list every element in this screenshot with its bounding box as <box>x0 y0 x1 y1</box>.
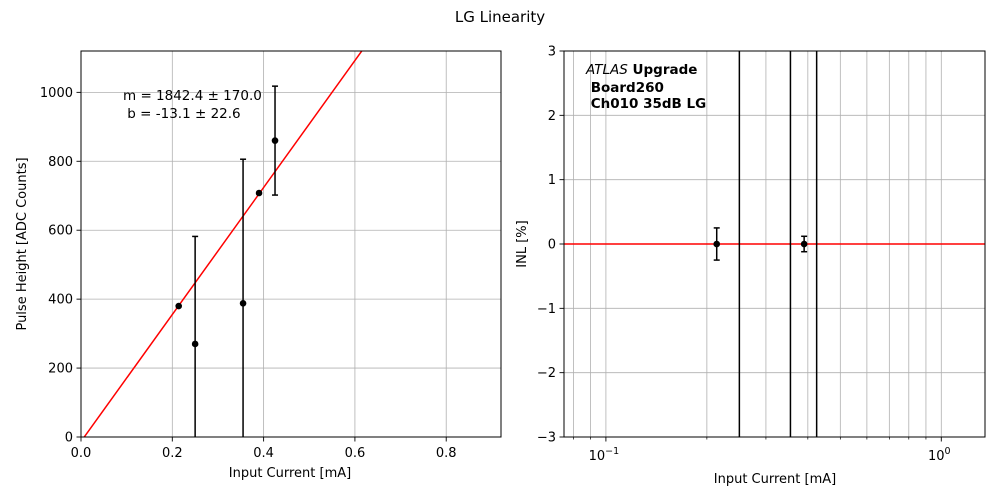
panel1-x-tick-base: 10 <box>589 449 606 464</box>
panel1-y-tick-label: 2 <box>548 109 556 124</box>
panel0-axes-frame <box>80 50 502 438</box>
panel1-x-tick-base: 10 <box>928 449 945 464</box>
data-point <box>800 240 808 248</box>
figure-title: LG Linearity <box>455 8 545 26</box>
atlas-experiment-label: ATLAS <box>585 62 628 78</box>
panel0-x-tick-label: 0.2 <box>162 446 183 461</box>
atlas-label: ATLAS Upgrade <box>585 62 697 78</box>
board-label: Board260 <box>586 80 664 96</box>
panel1-y-tick-label: 3 <box>548 45 556 60</box>
panel0-y-tick-label: 200 <box>48 362 73 377</box>
data-point <box>713 240 721 248</box>
panel1-x-tick-exponent: 0 <box>945 446 951 457</box>
data-point <box>271 137 279 144</box>
panel0-x-tick-label: 0.0 <box>71 446 92 461</box>
panel1-x-tick-label: 10−1 <box>589 446 620 464</box>
left-linearity-panel: 0.0 0.2 0.4 0.6 0.8 0 200 400 600 800 1000 <box>40 50 502 461</box>
panel0-y-tick-label: 800 <box>48 155 73 170</box>
panel0-y-tick-label: 1000 <box>40 86 73 101</box>
panel1-y-tick-label: −1 <box>537 302 556 317</box>
panel1-y-tick-label: 1 <box>548 173 556 188</box>
fit-intercept-annotation: b = -13.1 ± 22.6 <box>123 106 241 122</box>
panel0-x-tick-label: 0.4 <box>253 446 274 461</box>
data-point <box>191 340 199 348</box>
panel0-y-tick-label: 0 <box>65 431 73 446</box>
panel0-x-tick-label: 0.8 <box>436 446 457 461</box>
fit-slope-annotation: m = 1842.4 ± 170.0 <box>123 88 262 104</box>
data-point <box>175 302 182 310</box>
panel0-y-tick-label: 600 <box>48 224 73 239</box>
right-y-axis-label: INL [%] <box>515 220 530 267</box>
panel1-plot-area <box>564 51 985 437</box>
atlas-upgrade-label: Upgrade <box>628 62 698 78</box>
data-point <box>239 299 247 307</box>
fit-line <box>83 51 363 437</box>
panel1-x-tick-exponent: −1 <box>605 446 619 457</box>
panel1-x-tick-label: 100 <box>928 446 951 464</box>
left-y-axis-label: Pulse Height [ADC Counts] <box>15 157 30 330</box>
panel1-y-tick-label: −3 <box>537 431 556 446</box>
panel0-y-tick-label: 400 <box>48 293 73 308</box>
panel0-plot-area <box>81 51 501 437</box>
panel1-y-tick-label: 0 <box>548 238 556 253</box>
left-x-axis-label: Input Current [mA] <box>229 466 351 481</box>
channel-label: Ch010 35dB LG <box>586 96 706 112</box>
panel1-y-tick-label: −2 <box>537 366 556 381</box>
right-x-axis-label: Input Current [mA] <box>714 472 836 487</box>
panel0-x-tick-label: 0.6 <box>345 446 366 461</box>
data-point <box>255 189 263 197</box>
